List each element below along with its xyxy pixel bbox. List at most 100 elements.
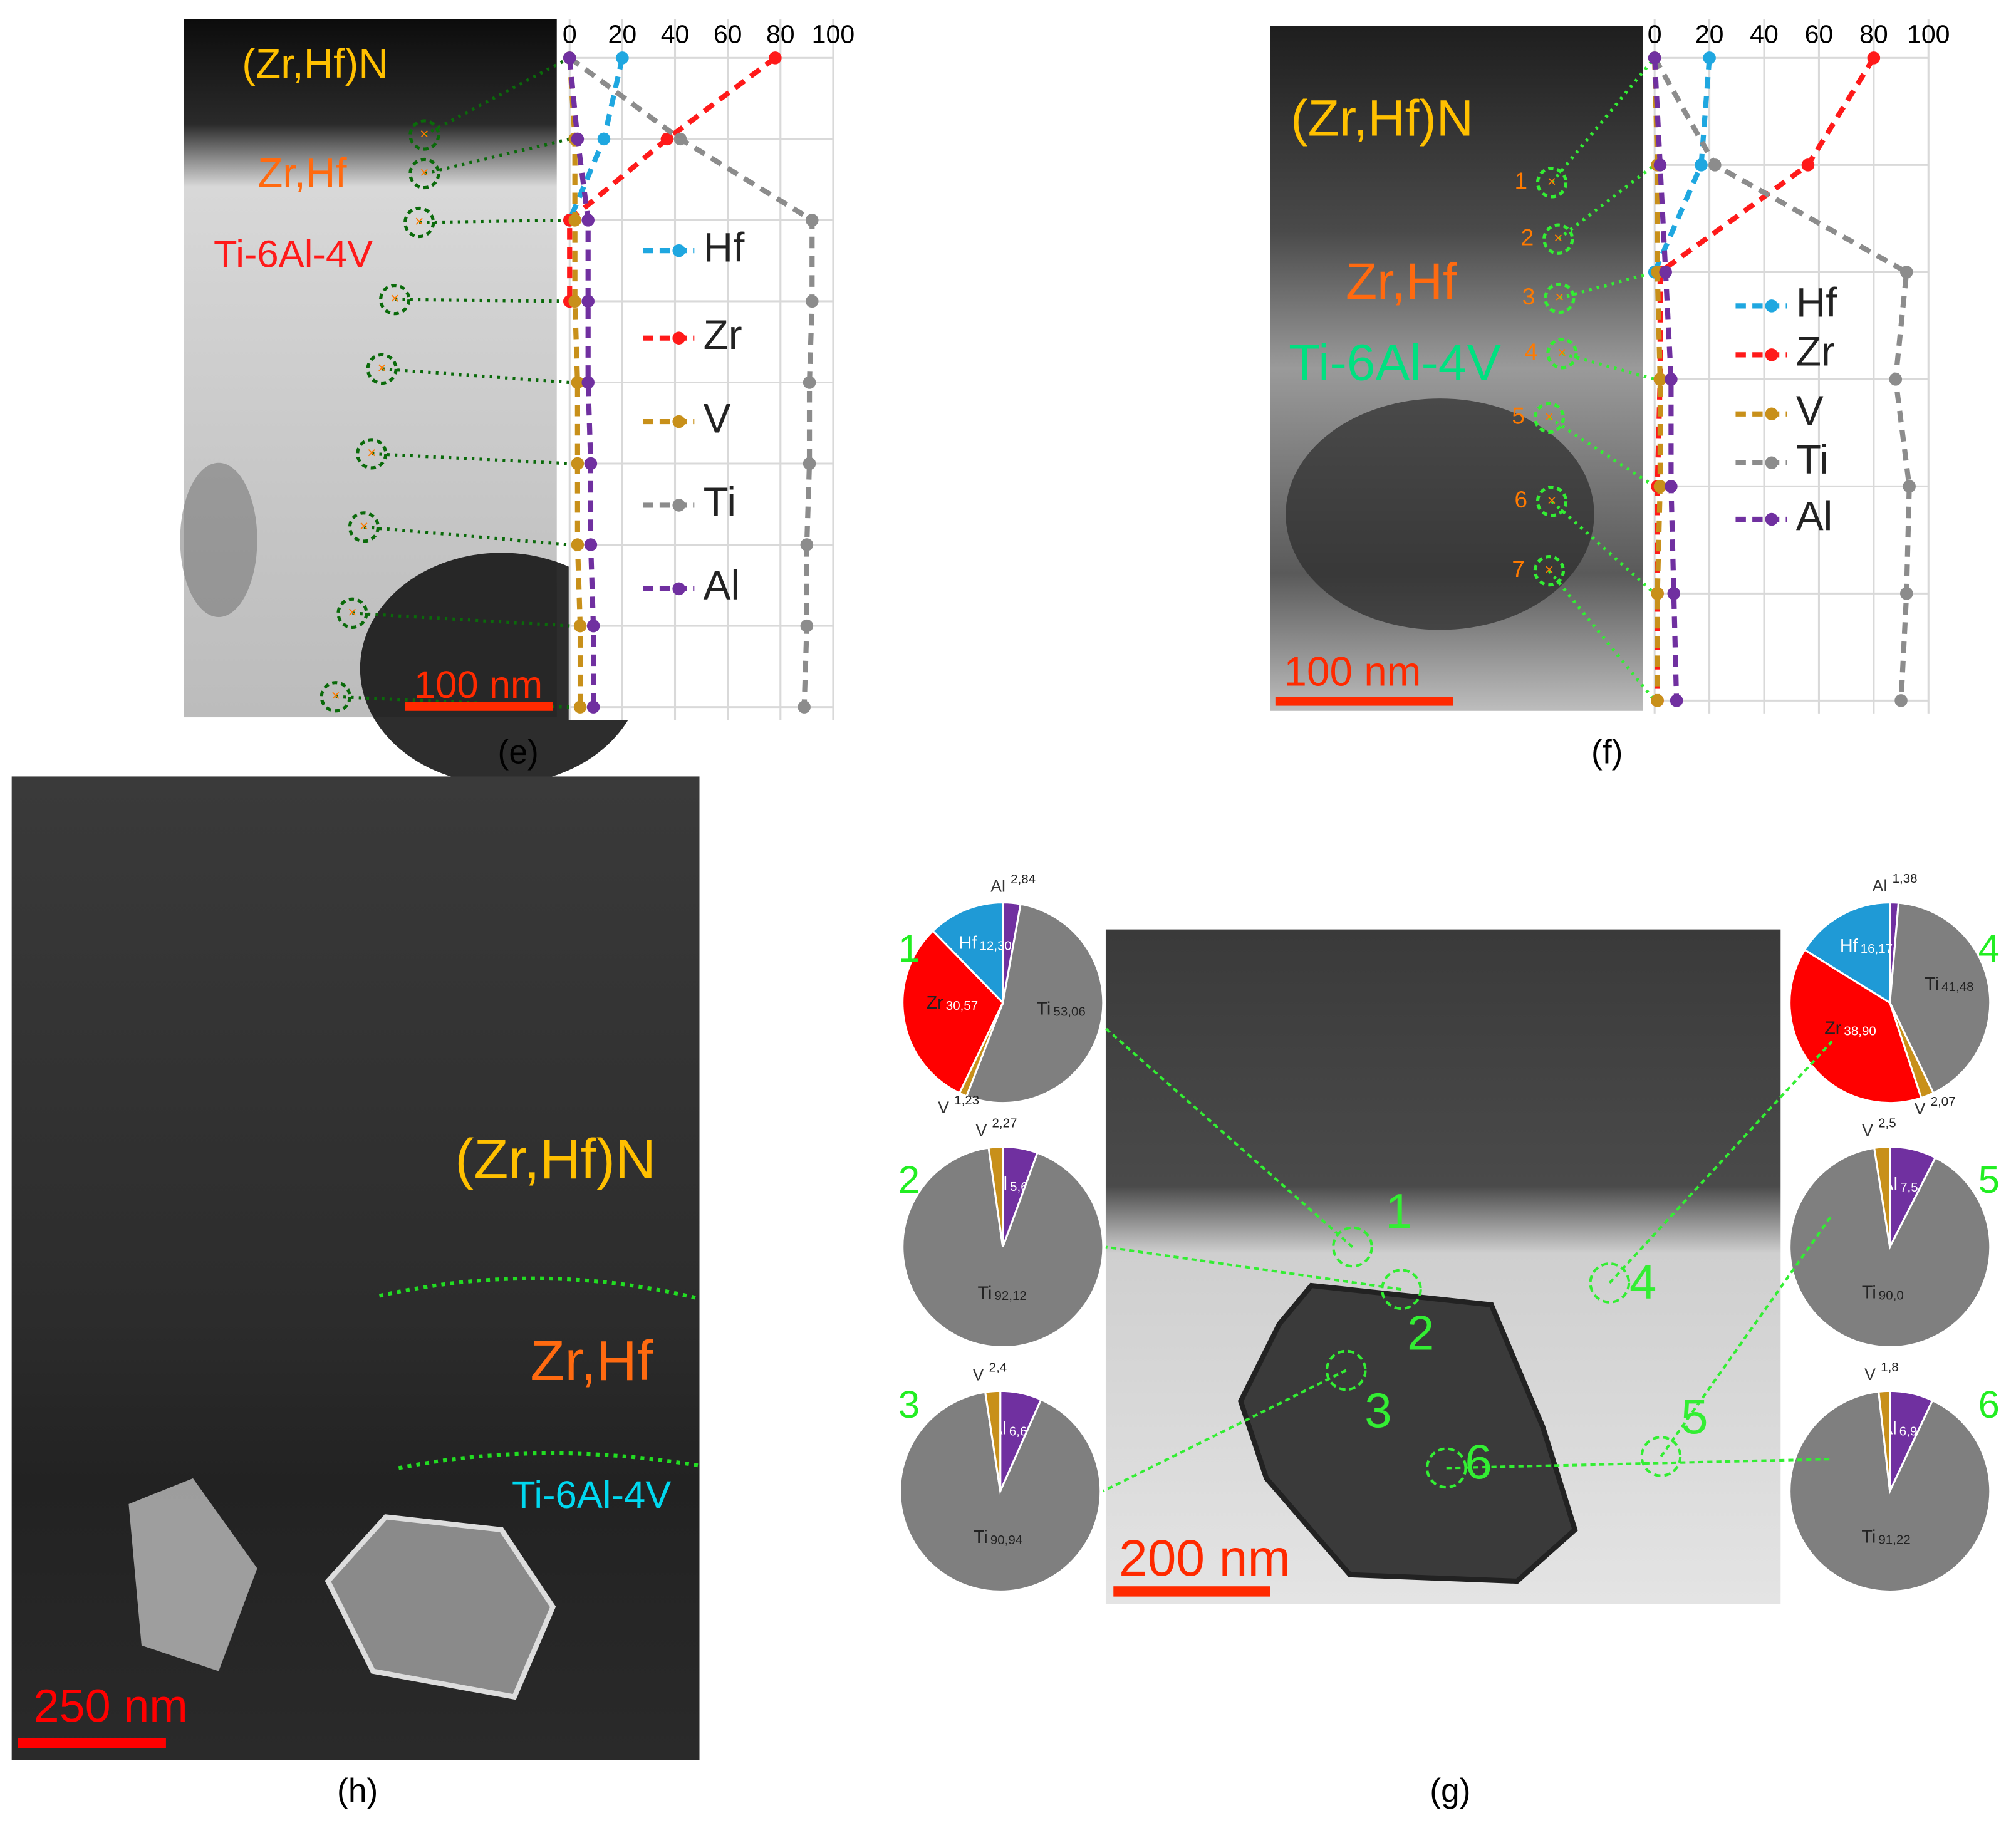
slice-value: 2,84 <box>1011 872 1036 886</box>
connector <box>372 452 570 465</box>
legend-label: V <box>1796 388 1824 434</box>
slice-name: Ti <box>1036 999 1051 1019</box>
slice-value: 90,94 <box>990 1533 1022 1547</box>
series-line <box>567 56 777 301</box>
slice-value: 2,07 <box>1931 1094 1956 1109</box>
slice-value: 91,22 <box>1878 1532 1910 1547</box>
x-tick-label: 60 <box>714 19 742 48</box>
point <box>1670 694 1683 707</box>
panel-text: (f) <box>1591 734 1623 771</box>
point <box>769 51 782 65</box>
legend-dot <box>1765 299 1779 313</box>
point <box>1665 480 1678 493</box>
panel-text: 5 <box>1681 1389 1708 1444</box>
point <box>806 294 819 308</box>
sample-circle <box>1332 1226 1373 1268</box>
point <box>806 214 819 227</box>
point <box>581 214 595 227</box>
slice-name: Ti <box>1925 974 1939 994</box>
legend-label: Ti <box>704 479 736 525</box>
point <box>1801 158 1815 172</box>
arrow <box>1105 1245 1402 1291</box>
panel-text: 6 <box>1514 487 1527 512</box>
sample-circle <box>336 597 368 629</box>
slice-value: 53,06 <box>1053 1005 1085 1019</box>
sample-circle <box>379 283 411 316</box>
sample-mark: × <box>1555 289 1564 306</box>
pie-slice <box>987 1145 1004 1247</box>
slice-value: 2,27 <box>992 1116 1017 1130</box>
point <box>581 376 595 389</box>
point <box>1900 266 1913 279</box>
slice-name: Al <box>1873 876 1888 895</box>
pie-number: 2 <box>898 1158 920 1202</box>
slice-value: 1,23 <box>954 1093 979 1108</box>
slice-value: 41,48 <box>1941 980 1973 994</box>
point <box>584 538 598 551</box>
pie-slice <box>901 929 1004 1094</box>
pie-slice <box>901 1146 1104 1349</box>
connector <box>419 218 570 224</box>
pie-slice <box>1873 1145 1891 1247</box>
slice-value: 38,90 <box>1844 1024 1876 1038</box>
x-tick-label: 20 <box>608 19 637 48</box>
sample-mark: × <box>1557 345 1566 361</box>
slice-value: 7,5 <box>1900 1180 1918 1195</box>
point <box>568 214 581 227</box>
point <box>571 538 585 551</box>
sample-mark: × <box>415 214 423 231</box>
point <box>1653 158 1667 172</box>
sample-circle <box>1535 167 1568 199</box>
x-tick-label: 100 <box>1907 19 1950 48</box>
point <box>584 457 598 470</box>
point <box>1867 51 1881 65</box>
sample-circle <box>403 206 435 239</box>
legend-dot <box>672 331 685 345</box>
legend-dot <box>672 244 685 257</box>
x-tick-label: 40 <box>1750 19 1779 48</box>
point <box>673 132 687 146</box>
sample-mark: × <box>377 360 386 377</box>
micrograph-e <box>180 19 643 784</box>
micrograph-g <box>1105 929 1781 1604</box>
panel-text: 3 <box>1522 284 1535 309</box>
point <box>1648 51 1661 65</box>
slice-value: 1,8 <box>1881 1360 1899 1374</box>
arrow <box>1608 1040 1833 1284</box>
point <box>1651 694 1664 707</box>
sample-mark: × <box>390 291 399 308</box>
sample-circle <box>1381 1269 1422 1311</box>
point <box>798 700 811 714</box>
x-tick-label: 60 <box>1805 19 1834 48</box>
legend-label: V <box>704 395 731 441</box>
panel-text: 100 nm <box>414 663 543 707</box>
slice-name: Zr <box>927 993 944 1013</box>
sample-mark: × <box>331 688 340 705</box>
pie-slice <box>899 1391 1102 1592</box>
sample-mark: × <box>1554 230 1562 247</box>
point <box>571 376 585 389</box>
point <box>1665 373 1678 386</box>
sample-mark: × <box>1547 492 1556 509</box>
slice-name: Ti <box>978 1283 992 1303</box>
point <box>1894 694 1908 707</box>
point <box>1900 587 1913 600</box>
pie-slice <box>1803 901 1891 1005</box>
panel-text: Zr,Hf <box>1346 253 1457 310</box>
arrow <box>1104 1027 1354 1249</box>
pie-slice <box>931 901 1004 1005</box>
panel-text: 5 <box>1512 403 1525 429</box>
point <box>1653 373 1667 386</box>
point <box>1653 480 1667 493</box>
slice-value: 2,5 <box>1878 1116 1896 1130</box>
legend-label: Al <box>1796 493 1832 539</box>
slice-value: 30,57 <box>946 999 978 1013</box>
x-tick-label: 40 <box>661 19 690 48</box>
legend-label: Ti <box>1796 437 1829 482</box>
point <box>803 376 816 389</box>
sample-mark: × <box>1545 408 1554 425</box>
sample-mark: × <box>348 604 356 621</box>
panel-text: 6 <box>1465 1434 1492 1489</box>
panel-text: Ti-6Al-4V <box>214 233 373 276</box>
panel-text: (e) <box>498 734 539 771</box>
